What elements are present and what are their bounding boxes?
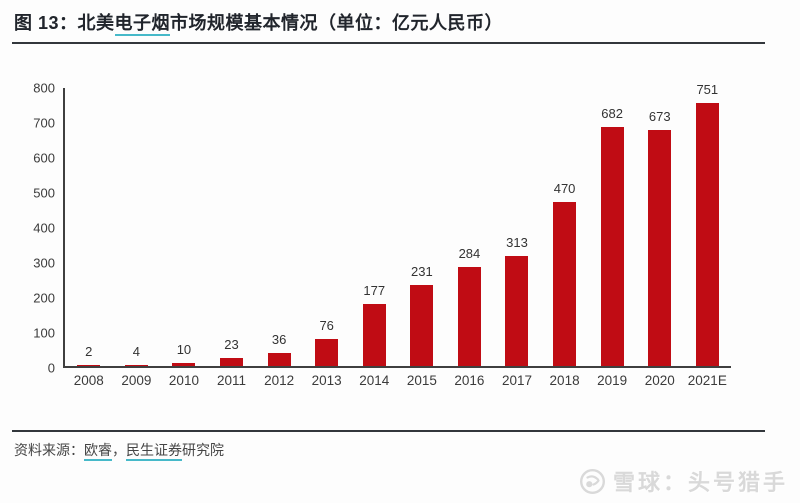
bar-value-label: 682 <box>601 106 623 122</box>
y-tick-label: 400 <box>33 220 55 236</box>
figure-title-suffix: 市场规模基本情况（单位：亿元人民币） <box>170 13 504 33</box>
bar-2017[interactable] <box>505 256 529 366</box>
watermark-text: 雪球：头号猎手 <box>612 470 788 495</box>
bar-value-label: 36 <box>271 332 287 348</box>
bar-value-label: 2 <box>85 344 93 360</box>
bar-chart: 0 100 200 300 400 500 600 700 800 2 2008 4 2009 10 20… <box>0 82 732 388</box>
bar-2016[interactable] <box>457 266 481 366</box>
bar-2020[interactable] <box>648 130 672 366</box>
x-tick-label: 2015 <box>406 373 437 388</box>
x-tick-label: 2020 <box>644 373 675 388</box>
source-line: 资料来源：欧睿，民生证券研究院 <box>14 440 224 461</box>
x-tick-label: 2010 <box>168 373 199 388</box>
source-prefix: 资料来源： <box>14 442 84 458</box>
figure-title: 图 13：北美电子烟市场规模基本情况（单位：亿元人民币） <box>14 9 504 36</box>
bar-2012[interactable] <box>267 353 291 366</box>
x-tick-label: 2009 <box>121 373 152 388</box>
bar-slot: 751 2021E <box>684 83 732 387</box>
source-link-minsheng[interactable]: 民生证券 <box>126 442 182 461</box>
bar-value-label: 673 <box>648 109 671 125</box>
bar-value-label: 23 <box>224 336 239 352</box>
bar-value-label: 751 <box>696 82 719 98</box>
y-tick-label: 300 <box>33 255 55 271</box>
bar-2011[interactable] <box>220 357 244 366</box>
x-tick-label: 2013 <box>311 373 342 388</box>
x-tick-label: 2012 <box>264 373 295 388</box>
x-tick-label: 2017 <box>501 373 533 388</box>
bar-slot: 673 2020 <box>636 88 684 387</box>
title-divider <box>12 42 765 44</box>
bar-2021E[interactable] <box>695 103 719 366</box>
bar-slot: 682 2019 <box>588 88 636 387</box>
bar-slot: 313 2017 <box>493 88 541 387</box>
y-tick-label: 800 <box>33 80 55 96</box>
x-tick-label: 2019 <box>597 373 628 388</box>
bar-value-label: 177 <box>363 283 386 299</box>
bar-2019[interactable] <box>600 127 624 366</box>
bar-slot: 23 2011 <box>208 88 256 387</box>
bar-value-label: 76 <box>319 318 334 334</box>
y-axis: 0 100 200 300 400 500 600 700 800 <box>0 82 65 375</box>
bar-slot: 10 2010 <box>160 88 208 388</box>
x-tick-label: 2018 <box>549 373 580 388</box>
bar-value-label: 4 <box>132 343 140 359</box>
figure-title-keyword-link[interactable]: 电子烟 <box>114 13 171 36</box>
plot-area: 2 2008 4 2009 10 2010 23 2011 36 2012 76 2013 177 201… <box>63 83 732 388</box>
bar-2014[interactable] <box>362 304 386 366</box>
x-tick-label: 2008 <box>73 373 104 388</box>
watermark: 雪球：头号猎手 <box>579 465 788 497</box>
bar-value-label: 231 <box>410 264 433 280</box>
bar-slot: 2 2008 <box>65 88 113 387</box>
bar-slot: 4 2009 <box>113 88 161 387</box>
y-tick-label: 100 <box>33 325 55 341</box>
bar-slot: 76 2013 <box>303 88 351 387</box>
bar-2015[interactable] <box>410 285 434 366</box>
bar-2018[interactable] <box>553 201 577 366</box>
x-tick-label: 2011 <box>217 373 247 388</box>
y-tick-label: 600 <box>33 150 55 166</box>
bar-2013[interactable] <box>315 339 339 366</box>
x-tick-label: 2016 <box>454 373 485 388</box>
footer-divider <box>12 430 765 432</box>
y-tick-label: 700 <box>33 115 55 131</box>
source-link-euromonitor[interactable]: 欧睿 <box>84 442 112 461</box>
bar-slot: 36 2012 <box>255 88 303 387</box>
bar-slot: 177 2014 <box>350 88 398 387</box>
figure-title-prefix: 图 13：北美 <box>14 13 115 33</box>
bar-slot: 284 2016 <box>446 88 494 387</box>
x-tick-label: 2021E <box>687 373 727 388</box>
y-tick-label: 200 <box>33 290 55 306</box>
bar-2008[interactable] <box>77 365 101 366</box>
xueqiu-logo-icon <box>579 468 605 494</box>
bar-2010[interactable] <box>172 362 196 366</box>
source-suffix: 研究院 <box>182 442 224 458</box>
bar-value-label: 10 <box>176 341 192 357</box>
source-separator: ， <box>112 442 126 458</box>
bar-slot: 470 2018 <box>541 88 589 388</box>
bar-value-label: 284 <box>458 245 481 261</box>
bar-value-label: 470 <box>553 180 576 196</box>
y-tick-label: 0 <box>47 360 55 376</box>
y-tick-label: 500 <box>33 185 55 201</box>
bar-slot: 231 2015 <box>398 88 446 387</box>
x-tick-label: 2014 <box>359 373 390 388</box>
bar-value-label: 313 <box>506 235 528 251</box>
bar-2009[interactable] <box>124 364 148 366</box>
